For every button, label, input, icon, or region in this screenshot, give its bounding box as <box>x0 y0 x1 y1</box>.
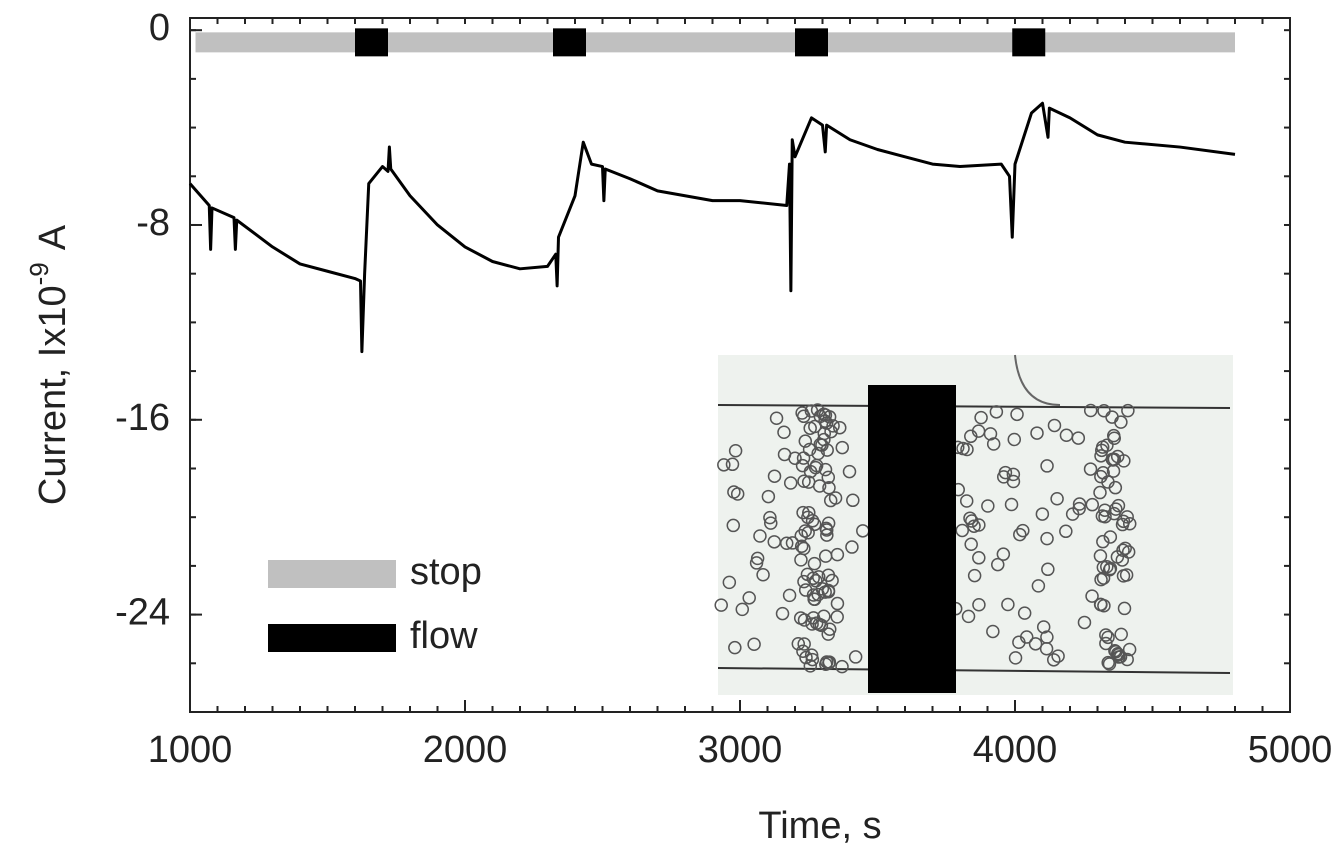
y-tick-label: -24 <box>115 592 170 634</box>
flow-bar <box>1012 28 1046 57</box>
inset-image <box>714 354 1233 695</box>
x-tick-label: 5000 <box>1248 729 1333 771</box>
x-tick-label: 3000 <box>698 729 783 771</box>
y-axis-label-text: Current, Ix10 <box>32 285 74 505</box>
x-tick-label: 4000 <box>973 729 1058 771</box>
flow-bar <box>355 28 388 57</box>
legend-label: stop <box>410 551 482 593</box>
legend-swatch <box>268 560 396 588</box>
y-tick-label: -16 <box>115 397 170 439</box>
legend-swatch <box>268 624 396 652</box>
x-tick-label: 2000 <box>423 729 508 771</box>
y-tick-label: 0 <box>149 7 170 49</box>
stop-bar <box>195 32 1235 53</box>
x-axis-label: Time, s <box>758 805 881 847</box>
y-tick-label: -8 <box>136 202 170 244</box>
flow-bar <box>795 28 828 57</box>
x-tick-label: 1000 <box>148 729 233 771</box>
y-axis-label-exponent: -9 <box>24 262 54 285</box>
flow-bar <box>553 28 586 57</box>
data-line <box>188 101 1236 354</box>
y-axis-label: Current, Ix10-9 A <box>24 224 74 505</box>
legend-label: flow <box>410 615 478 657</box>
y-axis-label-unit: A <box>32 224 74 250</box>
